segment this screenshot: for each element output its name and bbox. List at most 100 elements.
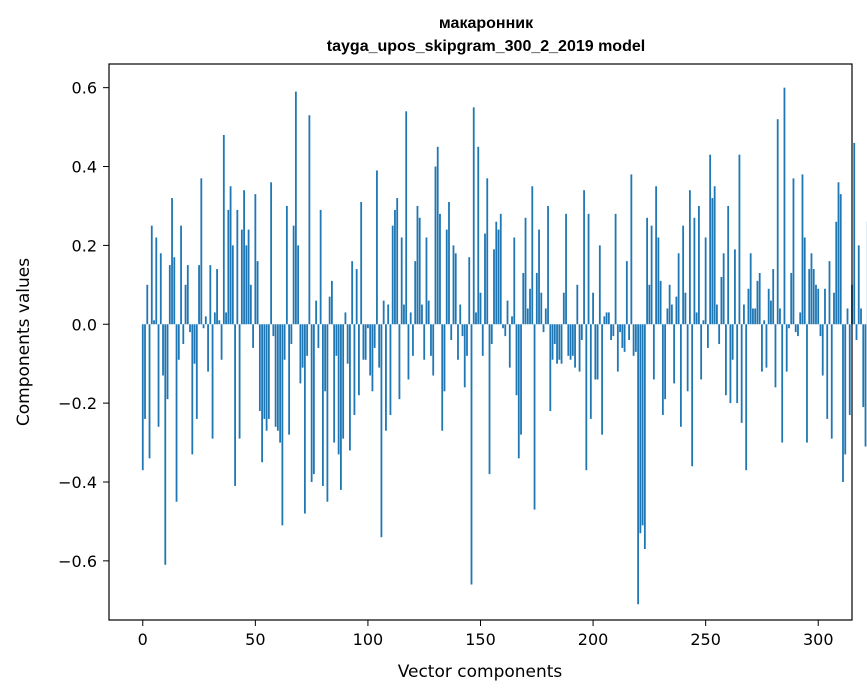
bar <box>155 237 158 325</box>
bar <box>308 115 311 325</box>
bar <box>360 202 363 325</box>
bar <box>794 324 797 333</box>
bar <box>860 308 862 325</box>
bar <box>164 324 167 565</box>
bar <box>630 174 633 325</box>
bar <box>862 324 865 408</box>
bar <box>556 324 558 364</box>
bar <box>274 324 277 427</box>
bar <box>763 320 766 325</box>
bar <box>779 308 781 325</box>
bar <box>281 324 284 526</box>
bar <box>463 324 466 388</box>
bar <box>310 324 313 482</box>
bar <box>335 324 338 356</box>
bar <box>506 300 509 325</box>
bar <box>542 324 545 333</box>
bar <box>810 253 813 325</box>
bar <box>222 134 225 325</box>
bar <box>182 324 185 344</box>
bar <box>531 186 534 325</box>
bar <box>792 178 795 325</box>
bar <box>684 292 687 325</box>
bar <box>592 292 594 325</box>
bar <box>387 304 390 325</box>
chart-title: макаронник <box>439 15 534 32</box>
bar <box>828 261 831 325</box>
bar <box>238 324 241 439</box>
bar <box>522 272 525 325</box>
bar <box>398 324 401 400</box>
bar <box>252 324 254 348</box>
bar <box>799 312 802 325</box>
bar <box>171 198 173 325</box>
bar <box>418 217 421 325</box>
bar <box>774 324 777 388</box>
bar <box>761 324 763 372</box>
bar <box>499 213 502 325</box>
bar <box>646 217 649 325</box>
bar <box>376 170 378 325</box>
bar <box>159 253 162 325</box>
bar <box>436 146 439 325</box>
bar <box>416 205 419 325</box>
bar <box>643 324 646 550</box>
bar <box>173 257 176 325</box>
bar <box>670 304 673 325</box>
bar <box>400 237 403 325</box>
bar <box>243 190 245 325</box>
bar <box>666 308 669 325</box>
x-tick-label: 150 <box>465 630 496 649</box>
bar <box>743 304 745 325</box>
bar <box>819 324 822 337</box>
bar <box>195 324 198 419</box>
bar <box>479 292 482 325</box>
bar <box>806 324 808 443</box>
bar <box>144 324 146 419</box>
bar <box>432 324 435 376</box>
bar <box>202 324 205 329</box>
bar <box>231 245 234 325</box>
bar <box>148 324 151 459</box>
bar <box>247 229 250 325</box>
bar <box>425 237 428 325</box>
bar <box>344 312 347 325</box>
bar <box>837 182 840 325</box>
bar <box>234 324 236 486</box>
bar <box>454 253 457 325</box>
bar <box>560 324 563 364</box>
bar <box>686 324 689 392</box>
bar <box>346 324 349 364</box>
bar <box>450 324 453 341</box>
bar <box>693 217 696 325</box>
bar <box>511 316 513 325</box>
bar <box>846 308 849 325</box>
bar <box>211 324 214 439</box>
bar <box>776 119 779 325</box>
y-tick-label: 0.0 <box>72 315 97 334</box>
bar <box>166 324 169 400</box>
bar <box>466 324 468 356</box>
bar <box>677 253 680 325</box>
bar <box>596 324 599 380</box>
bar <box>540 292 543 325</box>
bar <box>707 324 709 348</box>
y-tick-label: 0.4 <box>72 158 97 177</box>
bar <box>267 324 270 419</box>
bar <box>227 209 230 325</box>
bar <box>711 198 714 325</box>
bar <box>698 205 700 325</box>
bar <box>362 324 365 360</box>
bar <box>254 194 257 325</box>
bar <box>549 324 552 412</box>
bar <box>288 324 291 435</box>
bar <box>812 269 815 325</box>
bar <box>299 324 302 384</box>
bar <box>457 324 459 360</box>
bar <box>328 296 331 325</box>
bar <box>312 324 315 475</box>
bar <box>294 91 297 325</box>
plot-frame <box>108 63 853 621</box>
x-tick-label: 200 <box>578 630 609 649</box>
bar <box>337 324 340 455</box>
